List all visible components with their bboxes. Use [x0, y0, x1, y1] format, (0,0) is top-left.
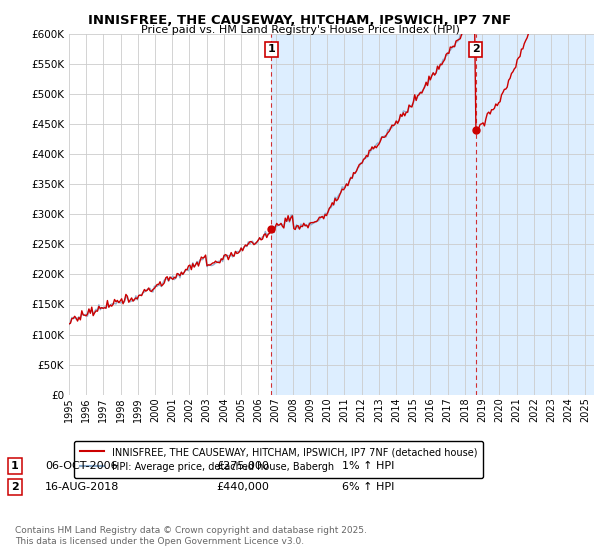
Text: 06-OCT-2006: 06-OCT-2006 [45, 461, 118, 471]
Text: 1% ↑ HPI: 1% ↑ HPI [342, 461, 394, 471]
Text: £275,000: £275,000 [216, 461, 269, 471]
Text: 1: 1 [11, 461, 19, 471]
Text: Contains HM Land Registry data © Crown copyright and database right 2025.
This d: Contains HM Land Registry data © Crown c… [15, 526, 367, 546]
Text: INNISFREE, THE CAUSEWAY, HITCHAM, IPSWICH, IP7 7NF: INNISFREE, THE CAUSEWAY, HITCHAM, IPSWIC… [88, 14, 512, 27]
Text: 1: 1 [268, 44, 275, 54]
Bar [271, 34, 594, 395]
Text: 6% ↑ HPI: 6% ↑ HPI [342, 482, 394, 492]
Text: Price paid vs. HM Land Registry's House Price Index (HPI): Price paid vs. HM Land Registry's House … [140, 25, 460, 35]
Text: 16-AUG-2018: 16-AUG-2018 [45, 482, 119, 492]
Legend: INNISFREE, THE CAUSEWAY, HITCHAM, IPSWICH, IP7 7NF (detached house), HPI: Averag: INNISFREE, THE CAUSEWAY, HITCHAM, IPSWIC… [74, 441, 483, 478]
Text: 2: 2 [472, 44, 479, 54]
Text: £440,000: £440,000 [216, 482, 269, 492]
Text: 2: 2 [11, 482, 19, 492]
